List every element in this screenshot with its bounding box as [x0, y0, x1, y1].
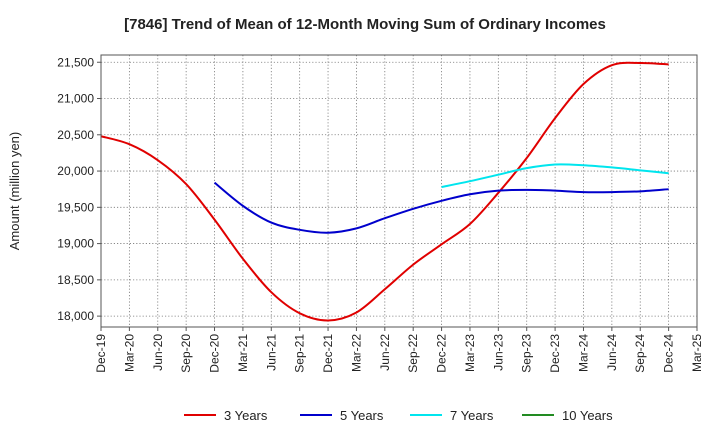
x-tick-label: Dec-23: [548, 334, 562, 373]
y-tick-label: 20,500: [57, 128, 94, 142]
legend-label-7-years: 7 Years: [450, 408, 494, 423]
plot-frame: [100, 54, 698, 328]
y-tick-label: 21,500: [57, 55, 94, 69]
x-tick-label: Mar-22: [349, 334, 363, 372]
legend-label-10-years: 10 Years: [562, 408, 613, 423]
legend-label-3-years: 3 Years: [224, 408, 268, 423]
y-tick-label: 21,000: [57, 92, 94, 106]
x-tick-label: Dec-24: [662, 334, 676, 373]
x-tick-labels: Dec-19 Mar-20 Jun-20 Sep-20 Dec-20 Mar-21 Jun-…: [94, 327, 704, 373]
x-tick-label: Mar-21: [236, 334, 250, 372]
x-tick-label: Jun-20: [151, 334, 165, 371]
series-line-5-years: [213, 181, 669, 234]
legend: 3 Years 5 Years 7 Years 10 Years: [184, 408, 613, 423]
x-tick-label: Sep-20: [179, 334, 193, 373]
y-tick-label: 18,500: [57, 273, 94, 287]
x-tick-label: Dec-20: [208, 334, 222, 373]
x-tick-label: Dec-22: [435, 334, 449, 373]
x-tick-label: Mar-24: [576, 334, 590, 372]
y-axis-label: Amount (million yen): [7, 132, 22, 251]
plot-area: [101, 55, 697, 327]
x-tick-label: Jun-24: [605, 334, 619, 371]
x-tick-label: Sep-23: [520, 334, 534, 373]
x-tick-label: Jun-21: [264, 334, 278, 371]
x-tick-label: Sep-22: [406, 334, 420, 373]
x-tick-label: Jun-23: [491, 334, 505, 371]
x-tick-label: Dec-19: [94, 334, 108, 373]
y-tick-labels: 18,000 18,500 19,000 19,500 20,000 20,500 21,0…: [57, 55, 101, 323]
x-tick-label: Sep-24: [633, 334, 647, 373]
x-tick-label: Sep-21: [293, 334, 307, 373]
x-tick-label: Jun-22: [378, 334, 392, 371]
chart-title: [7846] Trend of Mean of 12-Month Moving …: [124, 16, 606, 33]
y-tick-label: 18,000: [57, 309, 94, 323]
series-line-3-years: [100, 61, 669, 322]
series-layer: [100, 61, 669, 322]
y-tick-label: 20,000: [57, 164, 94, 178]
series-line-7-years: [441, 163, 669, 188]
axes: [100, 54, 698, 328]
x-tick-label: Mar-23: [463, 334, 477, 372]
x-tick-label: Mar-20: [122, 334, 136, 372]
x-tick-label: Mar-25: [690, 334, 704, 372]
grid: [100, 55, 698, 327]
y-tick-label: 19,000: [57, 237, 94, 251]
y-tick-label: 19,500: [57, 200, 94, 214]
legend-label-5-years: 5 Years: [340, 408, 384, 423]
x-tick-label: Dec-21: [321, 334, 335, 373]
